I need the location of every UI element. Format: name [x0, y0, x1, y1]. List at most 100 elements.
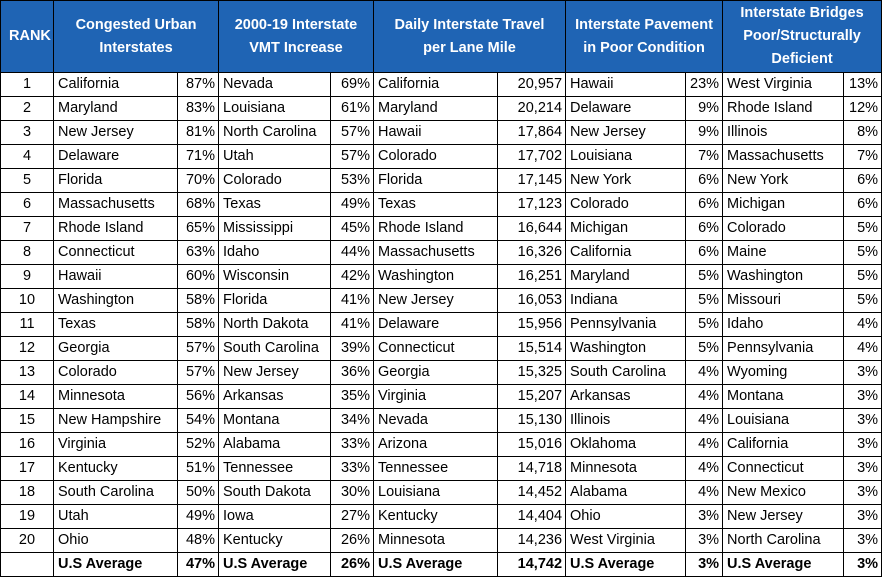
state-cell: South Carolina: [565, 360, 687, 385]
table-body: 1 California 87% Nevada 69% California 20,957 H…: [0, 72, 882, 577]
footer-row: U.S Average 47% U.S Average 26% U.S Average 1…: [0, 552, 882, 577]
state-cell: Kentucky: [218, 528, 331, 553]
state-cell: Washington: [373, 264, 498, 289]
value-cell: 7%: [685, 144, 724, 169]
table-row: 1 California 87% Nevada 69% California 20,957 H…: [0, 72, 882, 97]
state-cell: New York: [722, 168, 845, 193]
value-cell: 14,404: [496, 504, 567, 529]
header-cell: Interstate Pavement in Poor Condition: [565, 0, 724, 73]
state-cell: Hawaii: [373, 120, 498, 145]
average-label: U.S Average: [722, 552, 845, 577]
rank-cell: 6: [0, 192, 54, 217]
value-cell: 5%: [685, 264, 724, 289]
state-cell: Louisiana: [565, 144, 687, 169]
state-cell: West Virginia: [565, 528, 687, 553]
state-cell: North Dakota: [218, 312, 331, 337]
state-cell: North Carolina: [722, 528, 845, 553]
state-cell: Texas: [218, 192, 331, 217]
value-cell: 33%: [330, 456, 374, 481]
state-cell: Wisconsin: [218, 264, 331, 289]
header-cell: Interstate Bridges Poor/Structurally Def…: [722, 0, 882, 73]
state-cell: Louisiana: [373, 480, 498, 505]
value-cell: 15,130: [496, 408, 567, 433]
value-cell: 57%: [330, 120, 374, 145]
value-cell: 20,214: [496, 96, 567, 121]
state-cell: Delaware: [373, 312, 498, 337]
state-cell: Maryland: [373, 96, 498, 121]
state-cell: Ohio: [565, 504, 687, 529]
state-cell: California: [53, 72, 178, 97]
state-cell: West Virginia: [722, 72, 845, 97]
value-cell: 6%: [685, 192, 724, 217]
rank-cell: 4: [0, 144, 54, 169]
state-cell: Pennsylvania: [565, 312, 687, 337]
value-cell: 49%: [330, 192, 374, 217]
state-cell: Nevada: [373, 408, 498, 433]
value-cell: 3%: [685, 528, 724, 553]
table-row: 11 Texas 58% North Dakota 41% Delaware 15,956 P…: [0, 312, 882, 337]
state-cell: New Jersey: [373, 288, 498, 313]
value-cell: 16,644: [496, 216, 567, 241]
state-cell: Indiana: [565, 288, 687, 313]
value-cell: 61%: [330, 96, 374, 121]
table-row: 9 Hawaii 60% Wisconsin 42% Washington 16,251 Ma…: [0, 264, 882, 289]
state-cell: Idaho: [722, 312, 845, 337]
state-cell: Mississippi: [218, 216, 331, 241]
value-cell: 6%: [685, 240, 724, 265]
state-cell: Wyoming: [722, 360, 845, 385]
table-row: 14 Minnesota 56% Arkansas 35% Virginia 15,207 A…: [0, 384, 882, 409]
rank-cell: 18: [0, 480, 54, 505]
table-row: 15 New Hampshire 54% Montana 34% Nevada 15,130…: [0, 408, 882, 433]
value-cell: 14,236: [496, 528, 567, 553]
value-cell: 56%: [177, 384, 219, 409]
value-cell: 4%: [685, 480, 724, 505]
state-cell: New Jersey: [53, 120, 178, 145]
table-row: 4 Delaware 71% Utah 57% Colorado 17,702 Louisia…: [0, 144, 882, 169]
average-value: 3%: [685, 552, 724, 577]
state-cell: Utah: [53, 504, 178, 529]
value-cell: 52%: [177, 432, 219, 457]
value-cell: 3%: [685, 504, 724, 529]
state-cell: North Carolina: [218, 120, 331, 145]
state-cell: Colorado: [373, 144, 498, 169]
rank-cell: 20: [0, 528, 54, 553]
state-cell: Colorado: [565, 192, 687, 217]
state-cell: Utah: [218, 144, 331, 169]
state-cell: California: [373, 72, 498, 97]
value-cell: 58%: [177, 312, 219, 337]
state-cell: Colorado: [722, 216, 845, 241]
value-cell: 15,016: [496, 432, 567, 457]
state-cell: New Jersey: [218, 360, 331, 385]
state-cell: Tennessee: [373, 456, 498, 481]
state-cell: Texas: [373, 192, 498, 217]
value-cell: 17,702: [496, 144, 567, 169]
value-cell: 3%: [843, 456, 882, 481]
state-cell: Maryland: [53, 96, 178, 121]
rank-cell: 15: [0, 408, 54, 433]
value-cell: 16,251: [496, 264, 567, 289]
state-cell: Arkansas: [218, 384, 331, 409]
average-label: U.S Average: [373, 552, 498, 577]
state-cell: Louisiana: [722, 408, 845, 433]
table-row: 7 Rhode Island 65% Mississippi 45% Rhode Isla…: [0, 216, 882, 241]
value-cell: 63%: [177, 240, 219, 265]
header-cell: RANK: [0, 0, 54, 73]
value-cell: 23%: [685, 72, 724, 97]
state-cell: Rhode Island: [373, 216, 498, 241]
value-cell: 57%: [177, 360, 219, 385]
average-label: U.S Average: [218, 552, 331, 577]
state-cell: Arizona: [373, 432, 498, 457]
value-cell: 4%: [685, 456, 724, 481]
rank-cell: 12: [0, 336, 54, 361]
state-cell: Illinois: [565, 408, 687, 433]
header-row: RANK Congested Urban Interstates 2000-19 …: [0, 0, 882, 73]
state-cell: Alabama: [218, 432, 331, 457]
header-cell: Daily Interstate Travel per Lane Mile: [372, 0, 567, 73]
value-cell: 17,145: [496, 168, 567, 193]
state-cell: Florida: [218, 288, 331, 313]
state-cell: Virginia: [53, 432, 178, 457]
state-cell: Maryland: [565, 264, 687, 289]
state-cell: Connecticut: [53, 240, 178, 265]
rank-cell: 13: [0, 360, 54, 385]
